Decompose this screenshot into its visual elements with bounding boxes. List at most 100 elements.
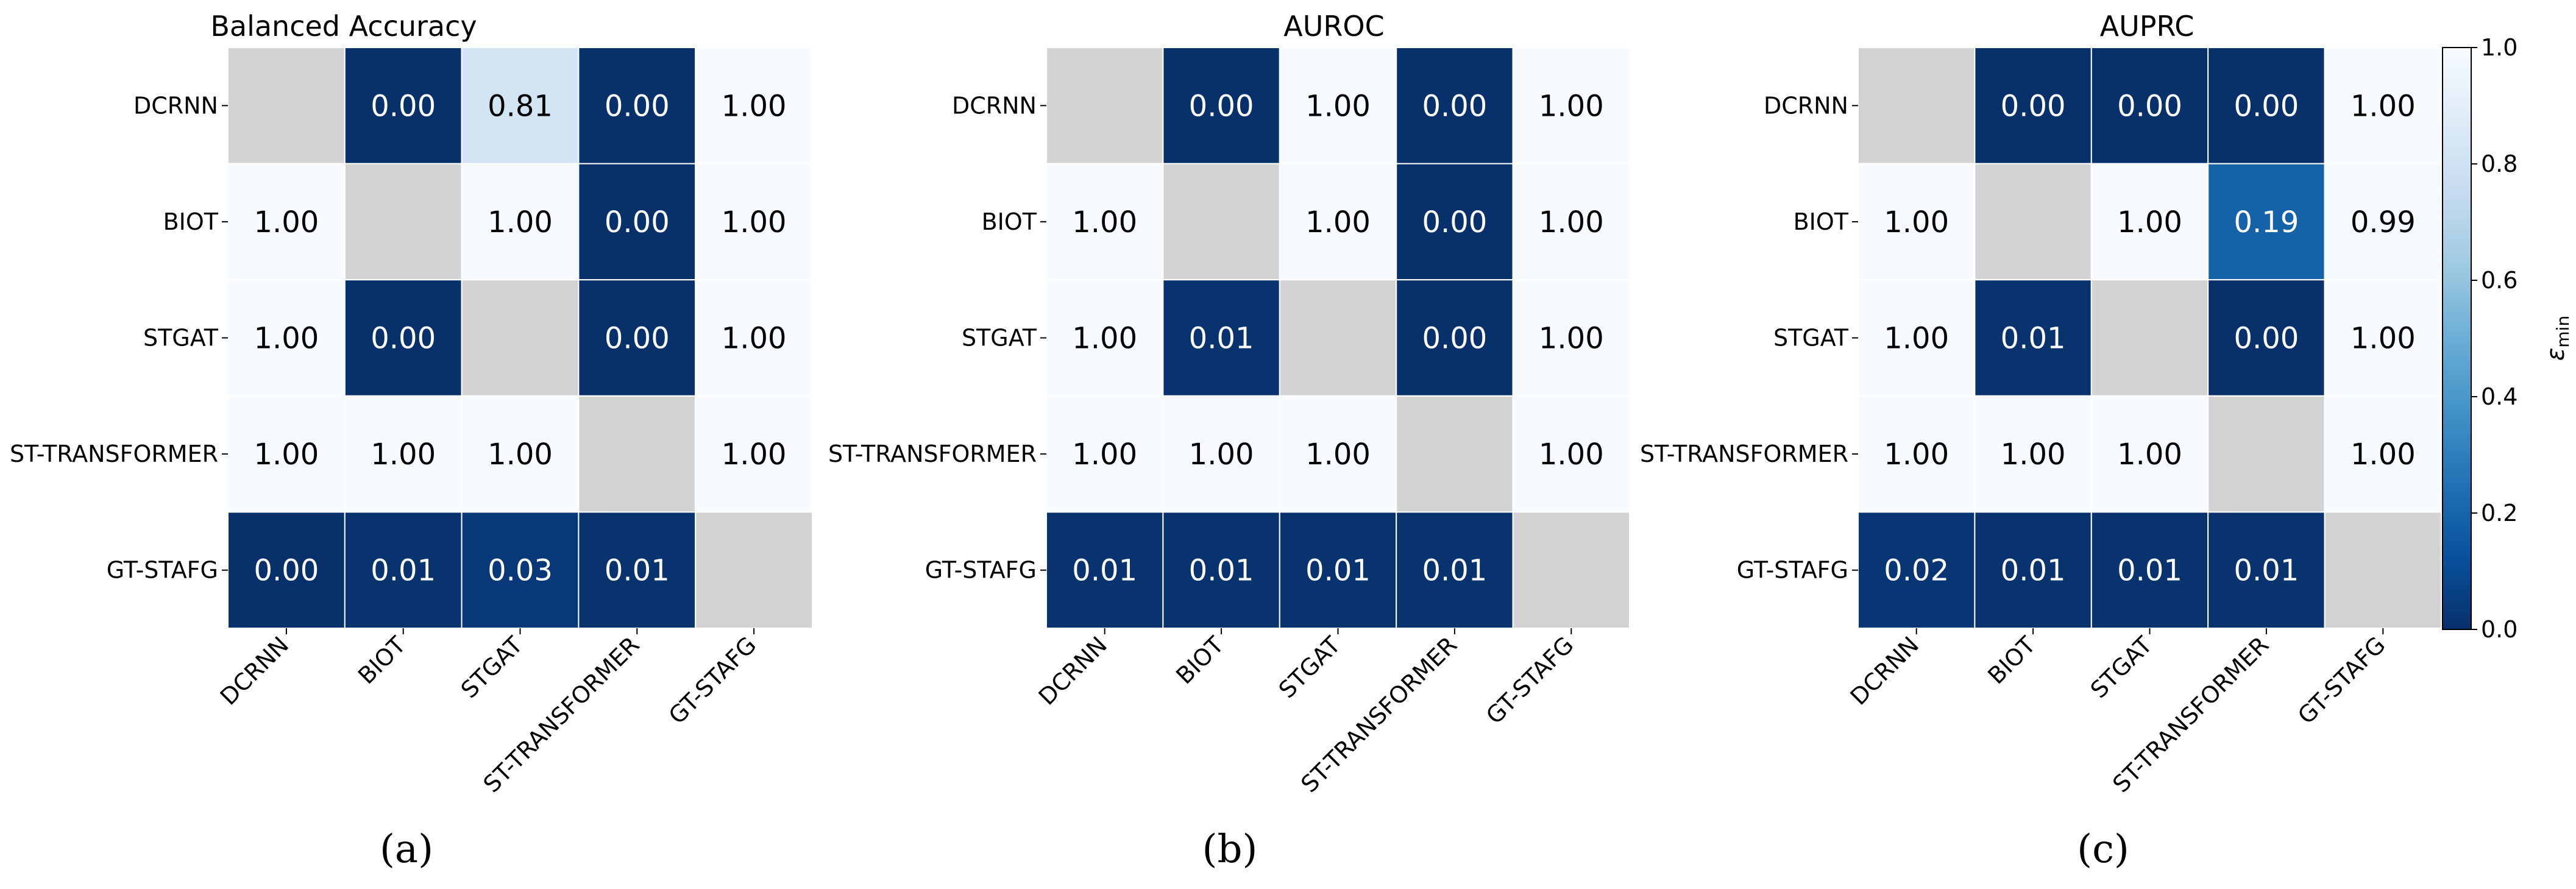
panel-label: (a) bbox=[380, 827, 433, 872]
heatmap-cell bbox=[2207, 47, 2326, 165]
heatmap-cell bbox=[227, 163, 346, 281]
cell-value: 1.00 bbox=[1305, 437, 1371, 472]
row-label: BIOT bbox=[982, 208, 1037, 235]
cell-value: 1.00 bbox=[1072, 322, 1137, 356]
heatmap-cell bbox=[2090, 47, 2209, 165]
heatmap-cell bbox=[1512, 511, 1631, 629]
column-label: GT-STAFG bbox=[2293, 631, 2391, 729]
cell-value: 1.00 bbox=[254, 205, 319, 239]
row-label: GT-STAFG bbox=[925, 557, 1037, 584]
cell-value: 0.01 bbox=[2001, 554, 2066, 588]
cell-value: 1.00 bbox=[722, 437, 787, 472]
colorbar: 0.0 0.2 0.4 0.6 0.8 1.0 εmin bbox=[2442, 34, 2573, 643]
column-label: DCRNN bbox=[215, 631, 294, 710]
heatmap-cell bbox=[461, 163, 580, 281]
column-label: DCRNN bbox=[1034, 631, 1112, 710]
cell-value: 1.00 bbox=[1539, 205, 1604, 239]
column-label: STGAT bbox=[2085, 631, 2158, 704]
heatmap-cell bbox=[1857, 47, 1976, 165]
heatmap-cell bbox=[227, 395, 346, 513]
cell-value: 0.01 bbox=[2117, 554, 2182, 588]
heatmap-cell bbox=[1162, 163, 1280, 281]
heatmap-cell bbox=[1512, 47, 1631, 165]
heatmap-cell bbox=[1046, 47, 1164, 165]
row-labels: DCRNN BIOT STGAT ST-TRANSFORMER GT-STAFG bbox=[10, 92, 228, 584]
heatmap-cell bbox=[1974, 163, 2092, 281]
cell-value: 0.01 bbox=[1422, 554, 1487, 588]
cell-value: 0.81 bbox=[488, 89, 553, 123]
cell-value: 1.00 bbox=[1539, 437, 1604, 472]
row-labels: DCRNN BIOT STGAT ST-TRANSFORMER GT-STAFG bbox=[1640, 92, 1858, 584]
heatmap-cell bbox=[578, 395, 697, 513]
cell-value: 1.00 bbox=[488, 437, 553, 472]
column-label: BIOT bbox=[1171, 631, 1229, 690]
cell-value: 1.00 bbox=[1305, 205, 1371, 239]
heatmap-cell bbox=[1396, 511, 1514, 629]
cell-value: 1.00 bbox=[2351, 322, 2416, 356]
heatmap-cell bbox=[1279, 47, 1397, 165]
heatmap-cell bbox=[1512, 395, 1631, 513]
heatmap-balanced-accuracy: Balanced Accuracy 0.00 0.81 0.00 1.00 1.00 1.… bbox=[10, 10, 813, 872]
cell-value: 0.00 bbox=[254, 554, 319, 588]
row-label: BIOT bbox=[1794, 208, 1849, 235]
panel-title: Balanced Accuracy bbox=[210, 10, 477, 43]
cell-value: 1.00 bbox=[254, 437, 319, 472]
cell-value: 1.00 bbox=[722, 322, 787, 356]
colorbar-tick-label: 0.0 bbox=[2481, 616, 2517, 643]
heatmap-cell bbox=[695, 395, 813, 513]
cell-value: 0.03 bbox=[488, 554, 553, 588]
heatmap-cell bbox=[1974, 47, 2092, 165]
heatmap-cell bbox=[1974, 511, 2092, 629]
colorbar-tick-label: 0.6 bbox=[2481, 267, 2517, 294]
cell-value: 1.00 bbox=[1305, 89, 1371, 123]
cell-value: 1.00 bbox=[1884, 437, 1949, 472]
heatmap-cell bbox=[695, 279, 813, 397]
cell-value: 1.00 bbox=[2117, 437, 2182, 472]
cell-value: 1.00 bbox=[371, 437, 436, 472]
heatmap-cell bbox=[1512, 163, 1631, 281]
cell-value: 0.01 bbox=[1189, 554, 1254, 588]
cell-value: 0.01 bbox=[1189, 322, 1254, 356]
row-label: ST-TRANSFORMER bbox=[10, 441, 218, 467]
heatmap-cell bbox=[461, 395, 580, 513]
cell-value: 1.00 bbox=[488, 205, 553, 239]
cell-value: 0.01 bbox=[605, 554, 670, 588]
row-label: STGAT bbox=[143, 325, 219, 352]
column-label: DCRNN bbox=[1845, 631, 1924, 710]
heatmap-cell bbox=[1279, 279, 1397, 397]
heatmap-cell bbox=[1279, 511, 1397, 629]
panel-title: AUPRC bbox=[2100, 10, 2195, 43]
column-label: STGAT bbox=[456, 631, 528, 704]
cell-value: 0.02 bbox=[1884, 554, 1949, 588]
heatmap-cell bbox=[695, 47, 813, 165]
heatmap-cell bbox=[1046, 395, 1164, 513]
column-label: STGAT bbox=[1274, 631, 1346, 704]
cell-value: 0.99 bbox=[2351, 205, 2416, 239]
heatmap-cell bbox=[1279, 395, 1397, 513]
heatmap-cell bbox=[578, 47, 697, 165]
cell-value: 0.00 bbox=[1422, 89, 1487, 123]
row-labels: DCRNN BIOT STGAT ST-TRANSFORMER GT-STAFG bbox=[828, 92, 1046, 584]
cell-value: 1.00 bbox=[2351, 437, 2416, 472]
heatmap-cells: 0.00 0.00 0.00 1.00 1.00 1.00 0.19 0.99 1.00 0.01… bbox=[1857, 47, 2443, 629]
cell-value: 0.01 bbox=[371, 554, 436, 588]
cell-value: 0.00 bbox=[605, 205, 670, 239]
heatmap-cell bbox=[1857, 395, 1976, 513]
cell-value: 0.00 bbox=[2234, 322, 2299, 356]
row-label: STGAT bbox=[962, 325, 1037, 352]
colorbar-axis-label: εmin bbox=[2542, 316, 2573, 361]
cell-value: 1.00 bbox=[2351, 89, 2416, 123]
colorbar-tick-label: 1.0 bbox=[2481, 34, 2517, 61]
heatmap-cell bbox=[2207, 511, 2326, 629]
cell-value: 0.19 bbox=[2234, 205, 2299, 239]
cell-value: 0.00 bbox=[2001, 89, 2066, 123]
row-label: GT-STAFG bbox=[1737, 557, 1848, 584]
column-label: BIOT bbox=[1982, 631, 2041, 690]
heatmap-cell bbox=[344, 511, 463, 629]
cell-value: 1.00 bbox=[254, 322, 319, 356]
panel-label: (b) bbox=[1202, 827, 1258, 872]
cell-value: 1.00 bbox=[2001, 437, 2066, 472]
